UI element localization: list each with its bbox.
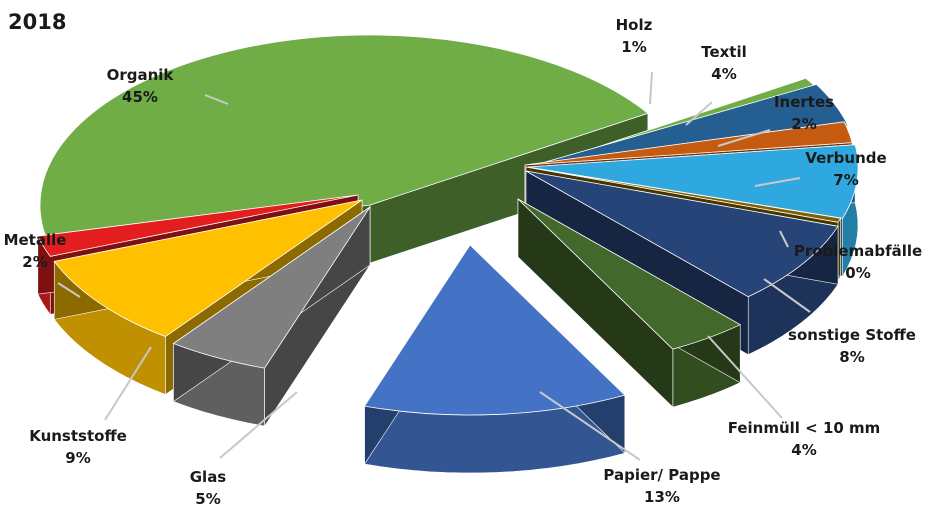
slice-value-verbunde: 7% <box>833 171 858 189</box>
slice-label-feinm-ll-10-mm: Feinmüll < 10 mm <box>728 419 881 437</box>
pie-slice-glas <box>172 205 371 428</box>
leader-line-papier-pappe <box>539 391 641 461</box>
slice-label-sonstige-stoffe: sonstige Stoffe <box>788 326 916 344</box>
slice-value-kunststoffe: 9% <box>65 449 90 467</box>
slice-label-verbunde: Verbunde <box>805 149 886 167</box>
slice-value-papier-pappe: 13% <box>644 488 680 506</box>
slice-value-glas: 5% <box>195 490 220 508</box>
slice-label-problemabf-lle: Problemabfälle <box>794 242 922 260</box>
leader-line-inertes <box>717 129 771 147</box>
slice-value-holz: 1% <box>621 38 646 56</box>
leader-line-textil <box>685 101 713 126</box>
leader-line-holz <box>649 71 653 105</box>
leader-line-problemabf-lle <box>779 230 789 248</box>
slice-value-textil: 4% <box>711 65 736 83</box>
slice-label-inertes: Inertes <box>774 93 834 111</box>
slice-label-glas: Glas <box>190 468 227 486</box>
slice-label-kunststoffe: Kunststoffe <box>29 427 127 445</box>
slice-value-metalle: 2% <box>22 253 47 271</box>
slice-label-holz: Holz <box>616 16 653 34</box>
leader-line-glas <box>219 391 298 459</box>
slice-label-organik: Organik <box>107 66 175 84</box>
leader-line-feinm-ll-10-mm <box>707 335 783 419</box>
slice-label-textil: Textil <box>701 43 747 61</box>
chart-title: 2018 <box>8 10 67 34</box>
pie-slice-feinm-ll-10-mm <box>517 198 742 408</box>
slice-label-papier-pappe: Papier/ Pappe <box>603 466 720 484</box>
leader-line-organik <box>204 94 229 105</box>
slice-label-metalle: Metalle <box>4 231 67 249</box>
slice-value-organik: 45% <box>122 88 158 106</box>
slice-value-problemabf-lle: 0% <box>845 264 870 282</box>
leader-line-metalle <box>57 282 81 298</box>
slice-value-feinm-ll-10-mm: 4% <box>791 441 816 459</box>
leader-line-verbunde <box>754 177 801 187</box>
slice-value-inertes: 2% <box>791 115 816 133</box>
slice-value-sonstige-stoffe: 8% <box>839 348 864 366</box>
leader-line-kunststoffe <box>104 346 152 421</box>
pie-slice-papier-pappe <box>363 243 626 474</box>
leader-line-sonstige-stoffe <box>763 278 811 313</box>
